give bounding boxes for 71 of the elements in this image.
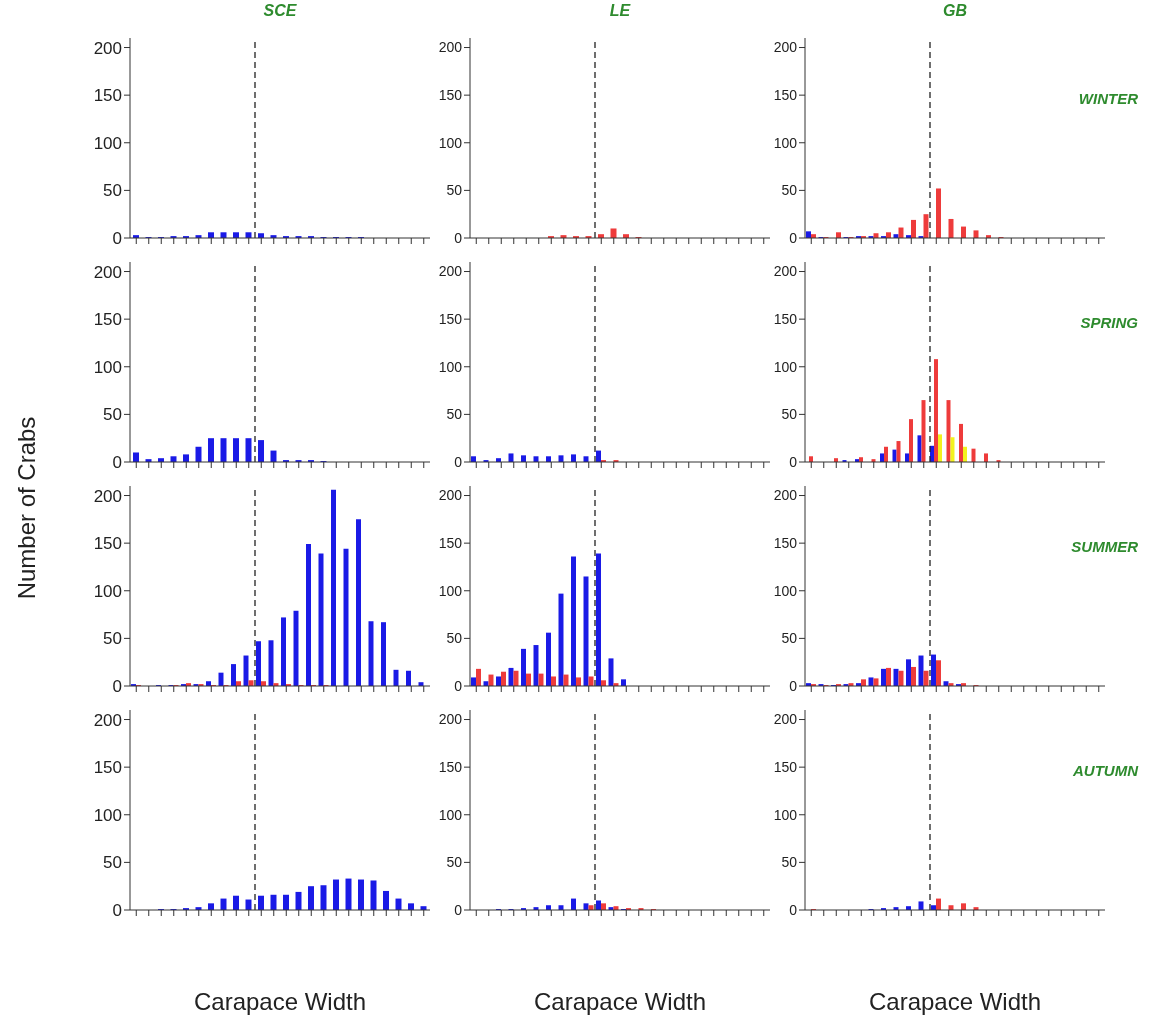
y-tick-label: 200	[438, 487, 463, 504]
y-tick-label: 0	[112, 229, 122, 249]
y-tick-label: 150	[438, 87, 463, 104]
y-tick-label: 100	[93, 805, 122, 825]
x-axis-title: Carapace Width	[192, 988, 368, 1016]
y-tick-label: 50	[446, 406, 463, 423]
y-axis-title: Number of Crabs	[13, 416, 41, 600]
y-tick-label: 0	[789, 901, 798, 918]
y-tick-label: 0	[789, 453, 798, 470]
y-tick-label: 0	[112, 677, 122, 697]
y-tick-label: 200	[438, 263, 463, 280]
y-tick-label: 200	[773, 263, 798, 280]
y-tick-label: 200	[438, 39, 463, 56]
y-tick-label: 50	[446, 854, 463, 871]
y-tick-label: 200	[93, 486, 122, 506]
y-tick-label: 0	[112, 901, 122, 921]
y-tick-label: 200	[773, 711, 798, 728]
y-tick-label: 150	[438, 311, 463, 328]
y-tick-label: 0	[454, 229, 463, 246]
y-tick-label: 200	[438, 711, 463, 728]
y-tick-label: 50	[446, 182, 463, 199]
y-tick-label: 150	[773, 759, 798, 776]
chart-title: SCE	[262, 2, 298, 20]
y-tick-label: 50	[446, 630, 463, 647]
y-tick-label: 50	[103, 405, 122, 425]
y-tick-label: 0	[112, 453, 122, 473]
y-tick-label: 100	[93, 581, 122, 601]
y-tick-label: 100	[438, 582, 463, 599]
y-tick-label: 100	[773, 134, 798, 151]
annotation: SPRING	[1080, 314, 1138, 331]
y-tick-label: 50	[103, 853, 122, 873]
x-axis-title: Carapace Width	[532, 988, 708, 1016]
y-tick-label: 200	[93, 38, 122, 58]
y-tick-label: 100	[438, 806, 463, 823]
chart-title: LE	[608, 2, 632, 20]
y-tick-label: 0	[454, 453, 463, 470]
y-tick-label: 150	[93, 86, 122, 106]
y-tick-label: 0	[454, 901, 463, 918]
y-tick-label: 0	[454, 677, 463, 694]
y-tick-label: 100	[93, 133, 122, 153]
y-tick-label: 150	[93, 534, 122, 554]
chart-title: GB	[942, 2, 968, 20]
y-tick-label: 50	[103, 181, 122, 201]
y-tick-label: 50	[103, 629, 122, 649]
y-tick-label: 100	[438, 358, 463, 375]
y-tick-label: 100	[93, 357, 122, 377]
y-tick-label: 50	[781, 406, 798, 423]
y-tick-label: 150	[773, 87, 798, 104]
y-tick-label: 100	[773, 358, 798, 375]
y-tick-label: 150	[773, 535, 798, 552]
y-tick-label: 200	[93, 262, 122, 282]
x-axis-title: Carapace Width	[867, 988, 1043, 1016]
annotation: SUMMER	[1071, 538, 1138, 555]
y-tick-label: 150	[438, 759, 463, 776]
y-tick-label: 150	[93, 758, 122, 778]
y-tick-label: 150	[773, 311, 798, 328]
y-tick-label: 50	[781, 854, 798, 871]
annotation: AUTUMN	[1073, 762, 1138, 779]
y-tick-label: 0	[789, 229, 798, 246]
annotation: WINTER	[1078, 90, 1138, 107]
y-tick-label: 100	[438, 134, 463, 151]
y-tick-label: 0	[789, 677, 798, 694]
y-tick-label: 50	[781, 630, 798, 647]
y-tick-label: 200	[773, 39, 798, 56]
y-tick-label: 100	[773, 806, 798, 823]
y-tick-label: 200	[773, 487, 798, 504]
y-tick-label: 150	[93, 310, 122, 330]
y-tick-label: 150	[438, 535, 463, 552]
y-tick-label: 100	[773, 582, 798, 599]
y-tick-label: 50	[781, 182, 798, 199]
y-tick-label: 200	[93, 710, 122, 730]
